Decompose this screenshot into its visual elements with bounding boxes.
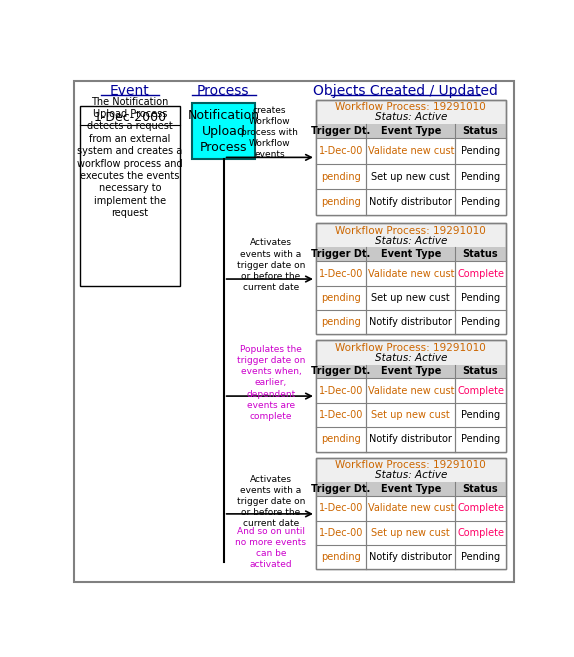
Text: pending: pending bbox=[321, 434, 361, 444]
Text: Event Type: Event Type bbox=[381, 250, 441, 260]
Text: Notify distributor: Notify distributor bbox=[370, 197, 452, 208]
Text: pending: pending bbox=[321, 317, 361, 327]
Text: Notify distributor: Notify distributor bbox=[370, 434, 452, 444]
FancyBboxPatch shape bbox=[316, 482, 506, 496]
Text: Validate new cust: Validate new cust bbox=[367, 503, 454, 513]
FancyBboxPatch shape bbox=[316, 100, 506, 215]
FancyBboxPatch shape bbox=[316, 496, 506, 520]
Text: Complete: Complete bbox=[457, 528, 504, 538]
Text: Set up new cust: Set up new cust bbox=[371, 528, 450, 538]
Text: Notify distributor: Notify distributor bbox=[370, 552, 452, 562]
Text: Set up new cust: Set up new cust bbox=[371, 171, 450, 181]
Text: Status: Active: Status: Active bbox=[375, 470, 447, 480]
Text: Pending: Pending bbox=[461, 146, 500, 156]
Text: Trigger Dt.: Trigger Dt. bbox=[312, 250, 371, 260]
Text: Pending: Pending bbox=[461, 317, 500, 327]
Text: Pending: Pending bbox=[461, 171, 500, 181]
FancyBboxPatch shape bbox=[316, 164, 506, 189]
FancyBboxPatch shape bbox=[316, 248, 506, 261]
Text: Status: Active: Status: Active bbox=[375, 353, 447, 363]
FancyBboxPatch shape bbox=[316, 286, 506, 310]
Text: Pending: Pending bbox=[461, 434, 500, 444]
Text: Status: Status bbox=[463, 250, 498, 260]
Text: 1-Dec-00: 1-Dec-00 bbox=[319, 528, 363, 538]
FancyBboxPatch shape bbox=[316, 138, 506, 164]
Text: Event Type: Event Type bbox=[381, 367, 441, 376]
FancyBboxPatch shape bbox=[316, 545, 506, 570]
FancyBboxPatch shape bbox=[316, 365, 506, 378]
FancyBboxPatch shape bbox=[316, 427, 506, 451]
Text: Event: Event bbox=[110, 84, 150, 98]
Text: Set up new cust: Set up new cust bbox=[371, 293, 450, 303]
Text: Complete: Complete bbox=[457, 386, 504, 396]
Text: pending: pending bbox=[321, 171, 361, 181]
Text: Populates the
trigger date on
events when,
earlier,
dependent
events are
complet: Populates the trigger date on events whe… bbox=[236, 345, 305, 420]
Text: Validate new cust: Validate new cust bbox=[367, 146, 454, 156]
Text: Validate new cust: Validate new cust bbox=[367, 386, 454, 396]
Text: Status: Active: Status: Active bbox=[375, 236, 447, 246]
Text: Pending: Pending bbox=[461, 293, 500, 303]
Text: Status: Active: Status: Active bbox=[375, 112, 447, 122]
FancyBboxPatch shape bbox=[316, 310, 506, 334]
Text: 1-Dec-00: 1-Dec-00 bbox=[319, 410, 363, 420]
Text: Complete: Complete bbox=[457, 269, 504, 279]
Text: Workflow Process: 19291010: Workflow Process: 19291010 bbox=[335, 342, 486, 353]
Text: And so on until
no more events
can be
activated: And so on until no more events can be ac… bbox=[235, 527, 307, 569]
Text: Objects Created / Updated: Objects Created / Updated bbox=[313, 84, 498, 98]
FancyBboxPatch shape bbox=[316, 378, 506, 403]
Text: Status: Status bbox=[463, 484, 498, 494]
FancyBboxPatch shape bbox=[192, 104, 255, 159]
Text: pending: pending bbox=[321, 293, 361, 303]
FancyBboxPatch shape bbox=[316, 340, 506, 451]
Text: creates
Workflow
process with
Workflow
events: creates Workflow process with Workflow e… bbox=[241, 106, 298, 160]
Text: 1-Dec-00: 1-Dec-00 bbox=[319, 269, 363, 279]
Text: Notification
Upload
Process: Notification Upload Process bbox=[188, 108, 259, 154]
FancyBboxPatch shape bbox=[316, 261, 506, 286]
Text: pending: pending bbox=[321, 552, 361, 562]
FancyBboxPatch shape bbox=[316, 124, 506, 138]
Text: Status: Status bbox=[463, 126, 498, 136]
Text: Set up new cust: Set up new cust bbox=[371, 410, 450, 420]
Text: Validate new cust: Validate new cust bbox=[367, 269, 454, 279]
FancyBboxPatch shape bbox=[316, 223, 506, 334]
Text: Event Type: Event Type bbox=[381, 126, 441, 136]
FancyBboxPatch shape bbox=[80, 106, 180, 286]
Text: Process: Process bbox=[197, 84, 249, 98]
Text: Activates
events with a
trigger date on
or before the
current date: Activates events with a trigger date on … bbox=[236, 238, 305, 292]
FancyBboxPatch shape bbox=[316, 458, 506, 570]
Text: Trigger Dt.: Trigger Dt. bbox=[312, 126, 371, 136]
Text: Workflow Process: 19291010: Workflow Process: 19291010 bbox=[335, 225, 486, 235]
Text: 1-Dec-00: 1-Dec-00 bbox=[319, 146, 363, 156]
Text: 1-Dec-00: 1-Dec-00 bbox=[319, 503, 363, 513]
Text: Activates
events with a
trigger date on
or before the
current date: Activates events with a trigger date on … bbox=[236, 475, 305, 528]
Text: Pending: Pending bbox=[461, 410, 500, 420]
FancyBboxPatch shape bbox=[74, 81, 514, 582]
Text: pending: pending bbox=[321, 197, 361, 208]
FancyBboxPatch shape bbox=[316, 189, 506, 215]
Text: 1-Dec-00: 1-Dec-00 bbox=[319, 386, 363, 396]
Text: Trigger Dt.: Trigger Dt. bbox=[312, 484, 371, 494]
Text: Event Type: Event Type bbox=[381, 484, 441, 494]
Text: The Notification
Upload Process
detects a request
from an external
system and cr: The Notification Upload Process detects … bbox=[77, 97, 183, 218]
Text: 1-Dec-2000: 1-Dec-2000 bbox=[94, 111, 166, 124]
FancyBboxPatch shape bbox=[316, 520, 506, 545]
Text: Trigger Dt.: Trigger Dt. bbox=[312, 367, 371, 376]
Text: Notify distributor: Notify distributor bbox=[370, 317, 452, 327]
Text: Complete: Complete bbox=[457, 503, 504, 513]
FancyBboxPatch shape bbox=[316, 403, 506, 427]
Text: Status: Status bbox=[463, 367, 498, 376]
Text: Workflow Process: 19291010: Workflow Process: 19291010 bbox=[335, 461, 486, 470]
Text: Pending: Pending bbox=[461, 197, 500, 208]
Text: Workflow Process: 19291010: Workflow Process: 19291010 bbox=[335, 102, 486, 112]
Text: Pending: Pending bbox=[461, 552, 500, 562]
